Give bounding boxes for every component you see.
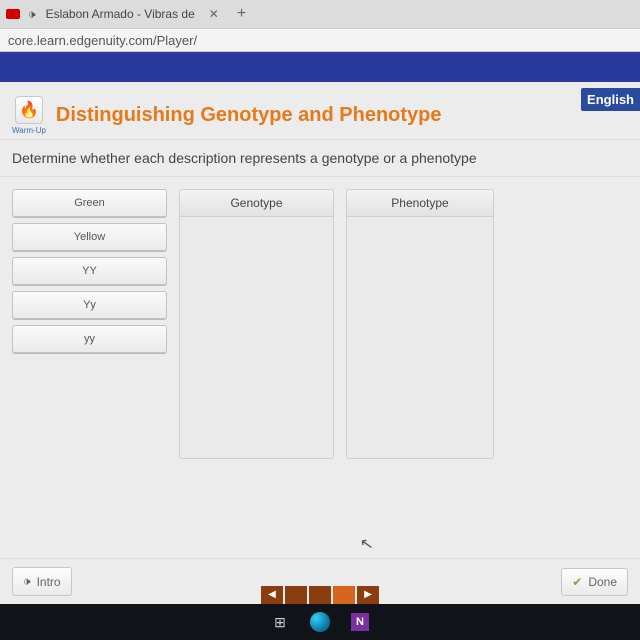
tile-Yy[interactable]: Yy: [12, 291, 167, 319]
nav-step-current[interactable]: [333, 586, 355, 604]
page-title: Distinguishing Genotype and Phenotype: [56, 104, 442, 127]
dropzone-genotype[interactable]: Genotype: [179, 189, 334, 459]
browser-tab-title[interactable]: Eslabon Armado - Vibras de: [46, 7, 195, 21]
nav-next-icon[interactable]: [357, 586, 379, 604]
intro-button-label: Intro: [37, 575, 61, 589]
audio-icon: 🕩: [28, 7, 36, 22]
content-area: English 🔥 Warm-Up Distinguishing Genotyp…: [0, 82, 640, 604]
flame-icon: 🔥: [15, 96, 43, 124]
browser-tab-strip: 🕩 Eslabon Armado - Vibras de ✕ +: [0, 0, 640, 28]
tile-green[interactable]: Green: [12, 189, 167, 217]
tile-YY[interactable]: YY: [12, 257, 167, 285]
url-bar[interactable]: core.learn.edgenuity.com/Player/: [0, 28, 640, 52]
edge-icon[interactable]: [309, 611, 331, 633]
task-view-icon[interactable]: ⊞: [269, 611, 291, 633]
nav-step-1[interactable]: [285, 586, 307, 604]
onenote-icon[interactable]: N: [349, 611, 371, 633]
language-badge[interactable]: English: [581, 88, 640, 111]
nav-step-2[interactable]: [309, 586, 331, 604]
drag-board: Green Yellow YY Yy yy Genotype Phenotype: [0, 177, 640, 471]
intro-button[interactable]: 🕩 Intro: [12, 567, 72, 596]
url-text: core.learn.edgenuity.com/Player/: [8, 33, 197, 48]
instruction-text: Determine whether each description repre…: [0, 140, 640, 177]
tab-close-icon[interactable]: ✕: [209, 7, 219, 21]
warmup-block: 🔥 Warm-Up: [12, 96, 46, 135]
source-column: Green Yellow YY Yy yy: [12, 189, 167, 459]
done-button-label: Done: [588, 575, 617, 589]
check-icon: ✔: [572, 575, 582, 589]
tile-yellow[interactable]: Yellow: [12, 223, 167, 251]
speaker-icon: 🕩: [23, 574, 31, 589]
nav-prev-icon[interactable]: [261, 586, 283, 604]
cursor-icon: ↖: [358, 533, 375, 555]
new-tab-icon[interactable]: +: [237, 5, 246, 23]
dropzone-phenotype-header: Phenotype: [347, 190, 493, 217]
done-button[interactable]: ✔ Done: [561, 568, 628, 596]
nav-pager: [261, 586, 379, 604]
dropzone-phenotype[interactable]: Phenotype: [346, 189, 494, 459]
app-top-band: [0, 52, 640, 82]
tile-yy[interactable]: yy: [12, 325, 167, 353]
taskbar: ⊞ N: [0, 604, 640, 640]
lesson-header: 🔥 Warm-Up Distinguishing Genotype and Ph…: [0, 82, 640, 140]
youtube-icon: [6, 9, 20, 19]
warmup-label: Warm-Up: [12, 126, 46, 135]
dropzone-genotype-header: Genotype: [180, 190, 333, 217]
